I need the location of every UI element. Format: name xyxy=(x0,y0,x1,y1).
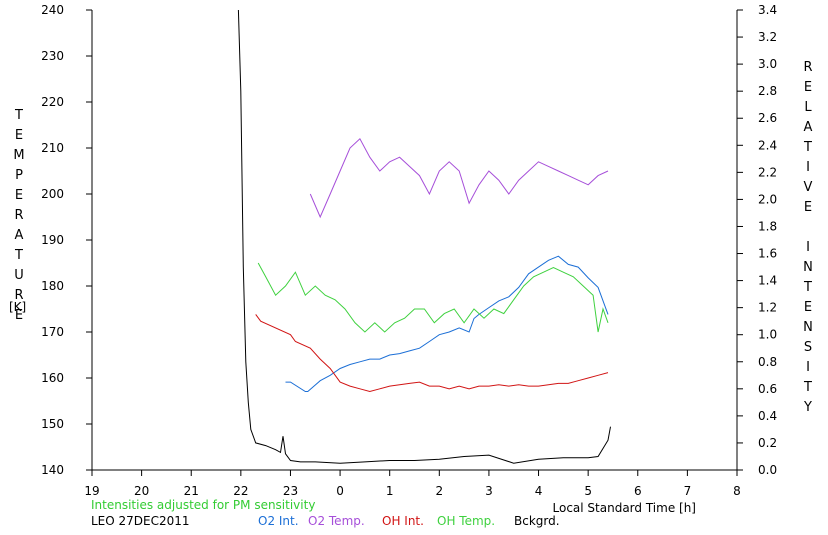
right-tick-label: 0.6 xyxy=(758,382,777,396)
x-tick-label: 2 xyxy=(435,484,443,498)
series-line-o2-int xyxy=(285,255,609,392)
x-tick-label: 19 xyxy=(84,484,99,498)
right-tick-label: 1.0 xyxy=(758,328,777,342)
right-tick-label: 2.8 xyxy=(758,84,777,98)
legend-bckgrd: Bckgrd. xyxy=(514,514,560,528)
left-tick-label: 190 xyxy=(41,233,64,247)
x-tick-label: 21 xyxy=(184,484,199,498)
left-tick-label: 200 xyxy=(41,187,64,201)
x-tick-label: 23 xyxy=(283,484,298,498)
right-tick-label: 3.0 xyxy=(758,57,777,71)
right-tick-label: 2.2 xyxy=(758,165,777,179)
right-tick-label: 1.2 xyxy=(758,301,777,315)
right-tick-label: 0.0 xyxy=(758,463,777,477)
series-line-bckgrd xyxy=(237,9,611,464)
left-axis-title: T E M P E R A T U R E xyxy=(13,108,25,323)
x-tick-label: 8 xyxy=(733,484,741,498)
station-date: LEO 27DEC2011 xyxy=(91,514,190,528)
legend-oh-temp: OH Temp. xyxy=(437,514,495,528)
x-tick-label: 3 xyxy=(485,484,493,498)
series-line-oh-temp xyxy=(257,262,609,333)
left-tick-label: 160 xyxy=(41,371,64,385)
right-tick-label: 0.4 xyxy=(758,409,777,423)
left-tick-label: 180 xyxy=(41,279,64,293)
sensitivity-note: Intensities adjusted for PM sensitivity xyxy=(91,498,315,512)
x-tick-label: 0 xyxy=(336,484,344,498)
right-axis-title: R E L A T I V E I N T E N S I T Y xyxy=(803,60,813,415)
left-tick-label: 210 xyxy=(41,141,64,155)
x-tick-label: 6 xyxy=(634,484,642,498)
x-tick-label: 4 xyxy=(535,484,543,498)
left-tick-label: 240 xyxy=(41,3,64,17)
right-tick-label: 1.6 xyxy=(758,247,777,261)
left-tick-label: 140 xyxy=(41,463,64,477)
right-tick-label: 2.4 xyxy=(758,138,777,152)
right-tick-label: 3.2 xyxy=(758,30,777,44)
x-tick-label: 1 xyxy=(386,484,394,498)
left-tick-label: 220 xyxy=(41,95,64,109)
x-tick-label: 22 xyxy=(233,484,248,498)
legend-o2-temp: O2 Temp. xyxy=(308,514,365,528)
series-line-o2-temp xyxy=(309,137,609,219)
x-tick-label: 7 xyxy=(684,484,692,498)
right-tick-label: 1.4 xyxy=(758,274,777,288)
x-axis-title: Local Standard Time [h] xyxy=(553,501,696,515)
right-tick-label: 2.0 xyxy=(758,192,777,206)
right-tick-label: 3.4 xyxy=(758,3,777,17)
right-tick-label: 0.2 xyxy=(758,436,777,450)
series-line-oh-int xyxy=(255,314,609,393)
legend-oh-int: OH Int. xyxy=(382,514,424,528)
right-tick-label: 0.8 xyxy=(758,355,777,369)
legend-o2-int: O2 Int. xyxy=(258,514,299,528)
left-tick-label: 150 xyxy=(41,417,64,431)
right-tick-label: 2.6 xyxy=(758,111,777,125)
left-tick-label: 170 xyxy=(41,325,64,339)
x-tick-label: 20 xyxy=(134,484,149,498)
left-axis-unit: [K] xyxy=(9,300,27,314)
left-tick-label: 230 xyxy=(41,49,64,63)
right-tick-label: 1.8 xyxy=(758,219,777,233)
x-tick-label: 5 xyxy=(584,484,592,498)
